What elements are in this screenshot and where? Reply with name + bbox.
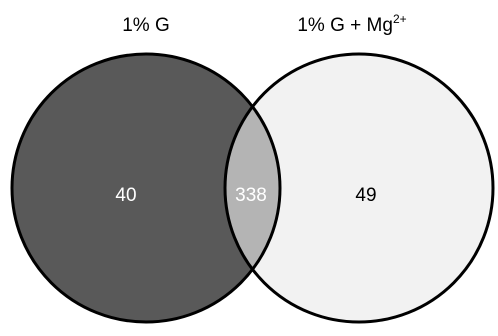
- count-set-b-only: 49: [355, 185, 376, 206]
- set-a-circle: [12, 54, 280, 322]
- set-a-label: 1% G: [122, 15, 170, 36]
- count-intersection: 338: [235, 185, 267, 206]
- set-b-label-main: 1% G + Mg: [297, 15, 393, 36]
- set-b-label: 1% G + Mg2+: [297, 12, 406, 36]
- set-b-outline: [223, 52, 495, 324]
- count-set-a-only: 40: [115, 185, 136, 206]
- set-b-circle: [225, 54, 493, 322]
- set-b-label-superscript: 2+: [393, 12, 407, 26]
- set-a-outline: [10, 52, 282, 324]
